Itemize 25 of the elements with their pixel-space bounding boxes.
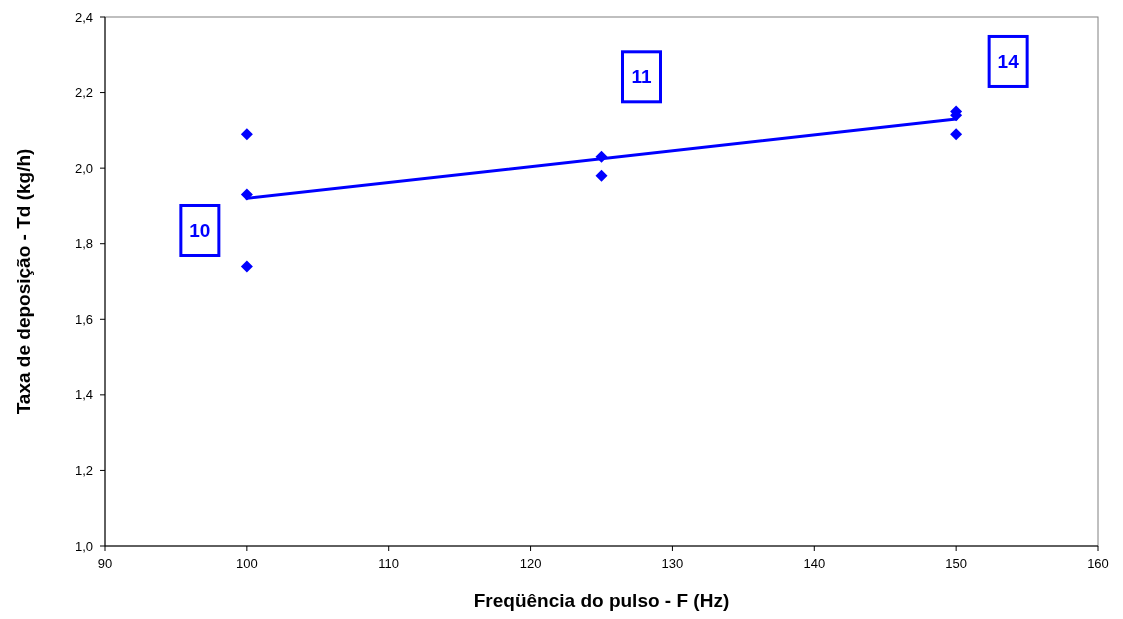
x-axis-title: Freqüência do pulso - F (Hz)	[473, 590, 730, 611]
x-tick-label: 130	[661, 556, 684, 571]
point	[240, 260, 253, 273]
y-tick-label: 1,0	[74, 538, 93, 554]
y-tick-label: 2,2	[74, 85, 93, 101]
point	[240, 128, 253, 141]
x-tick-label: 150	[945, 556, 967, 571]
y-tick-label: 2,0	[74, 160, 93, 176]
annotation: 11	[631, 66, 652, 88]
x-tick-label: 90	[97, 556, 113, 571]
x-tick-label: 120	[519, 556, 542, 571]
y-tick-label: 2,4	[74, 9, 93, 25]
y-tick-label: 1,6	[74, 311, 93, 327]
y-tick-label: 1,8	[74, 236, 93, 252]
annotation: 10	[189, 220, 211, 242]
point	[595, 169, 608, 182]
y-tick-label: 1,4	[74, 387, 93, 403]
x-tick-label: 100	[236, 556, 258, 571]
x-tick-label: 110	[378, 556, 400, 571]
y-tick-label: 1,2	[74, 462, 93, 478]
point	[950, 128, 963, 141]
x-tick-label: 140	[803, 556, 826, 571]
x-tick-label: 160	[1087, 556, 1109, 571]
y-axis-title: Taxa de deposição - Td (kg/h)	[13, 148, 34, 415]
annotation: 14	[997, 51, 1020, 73]
